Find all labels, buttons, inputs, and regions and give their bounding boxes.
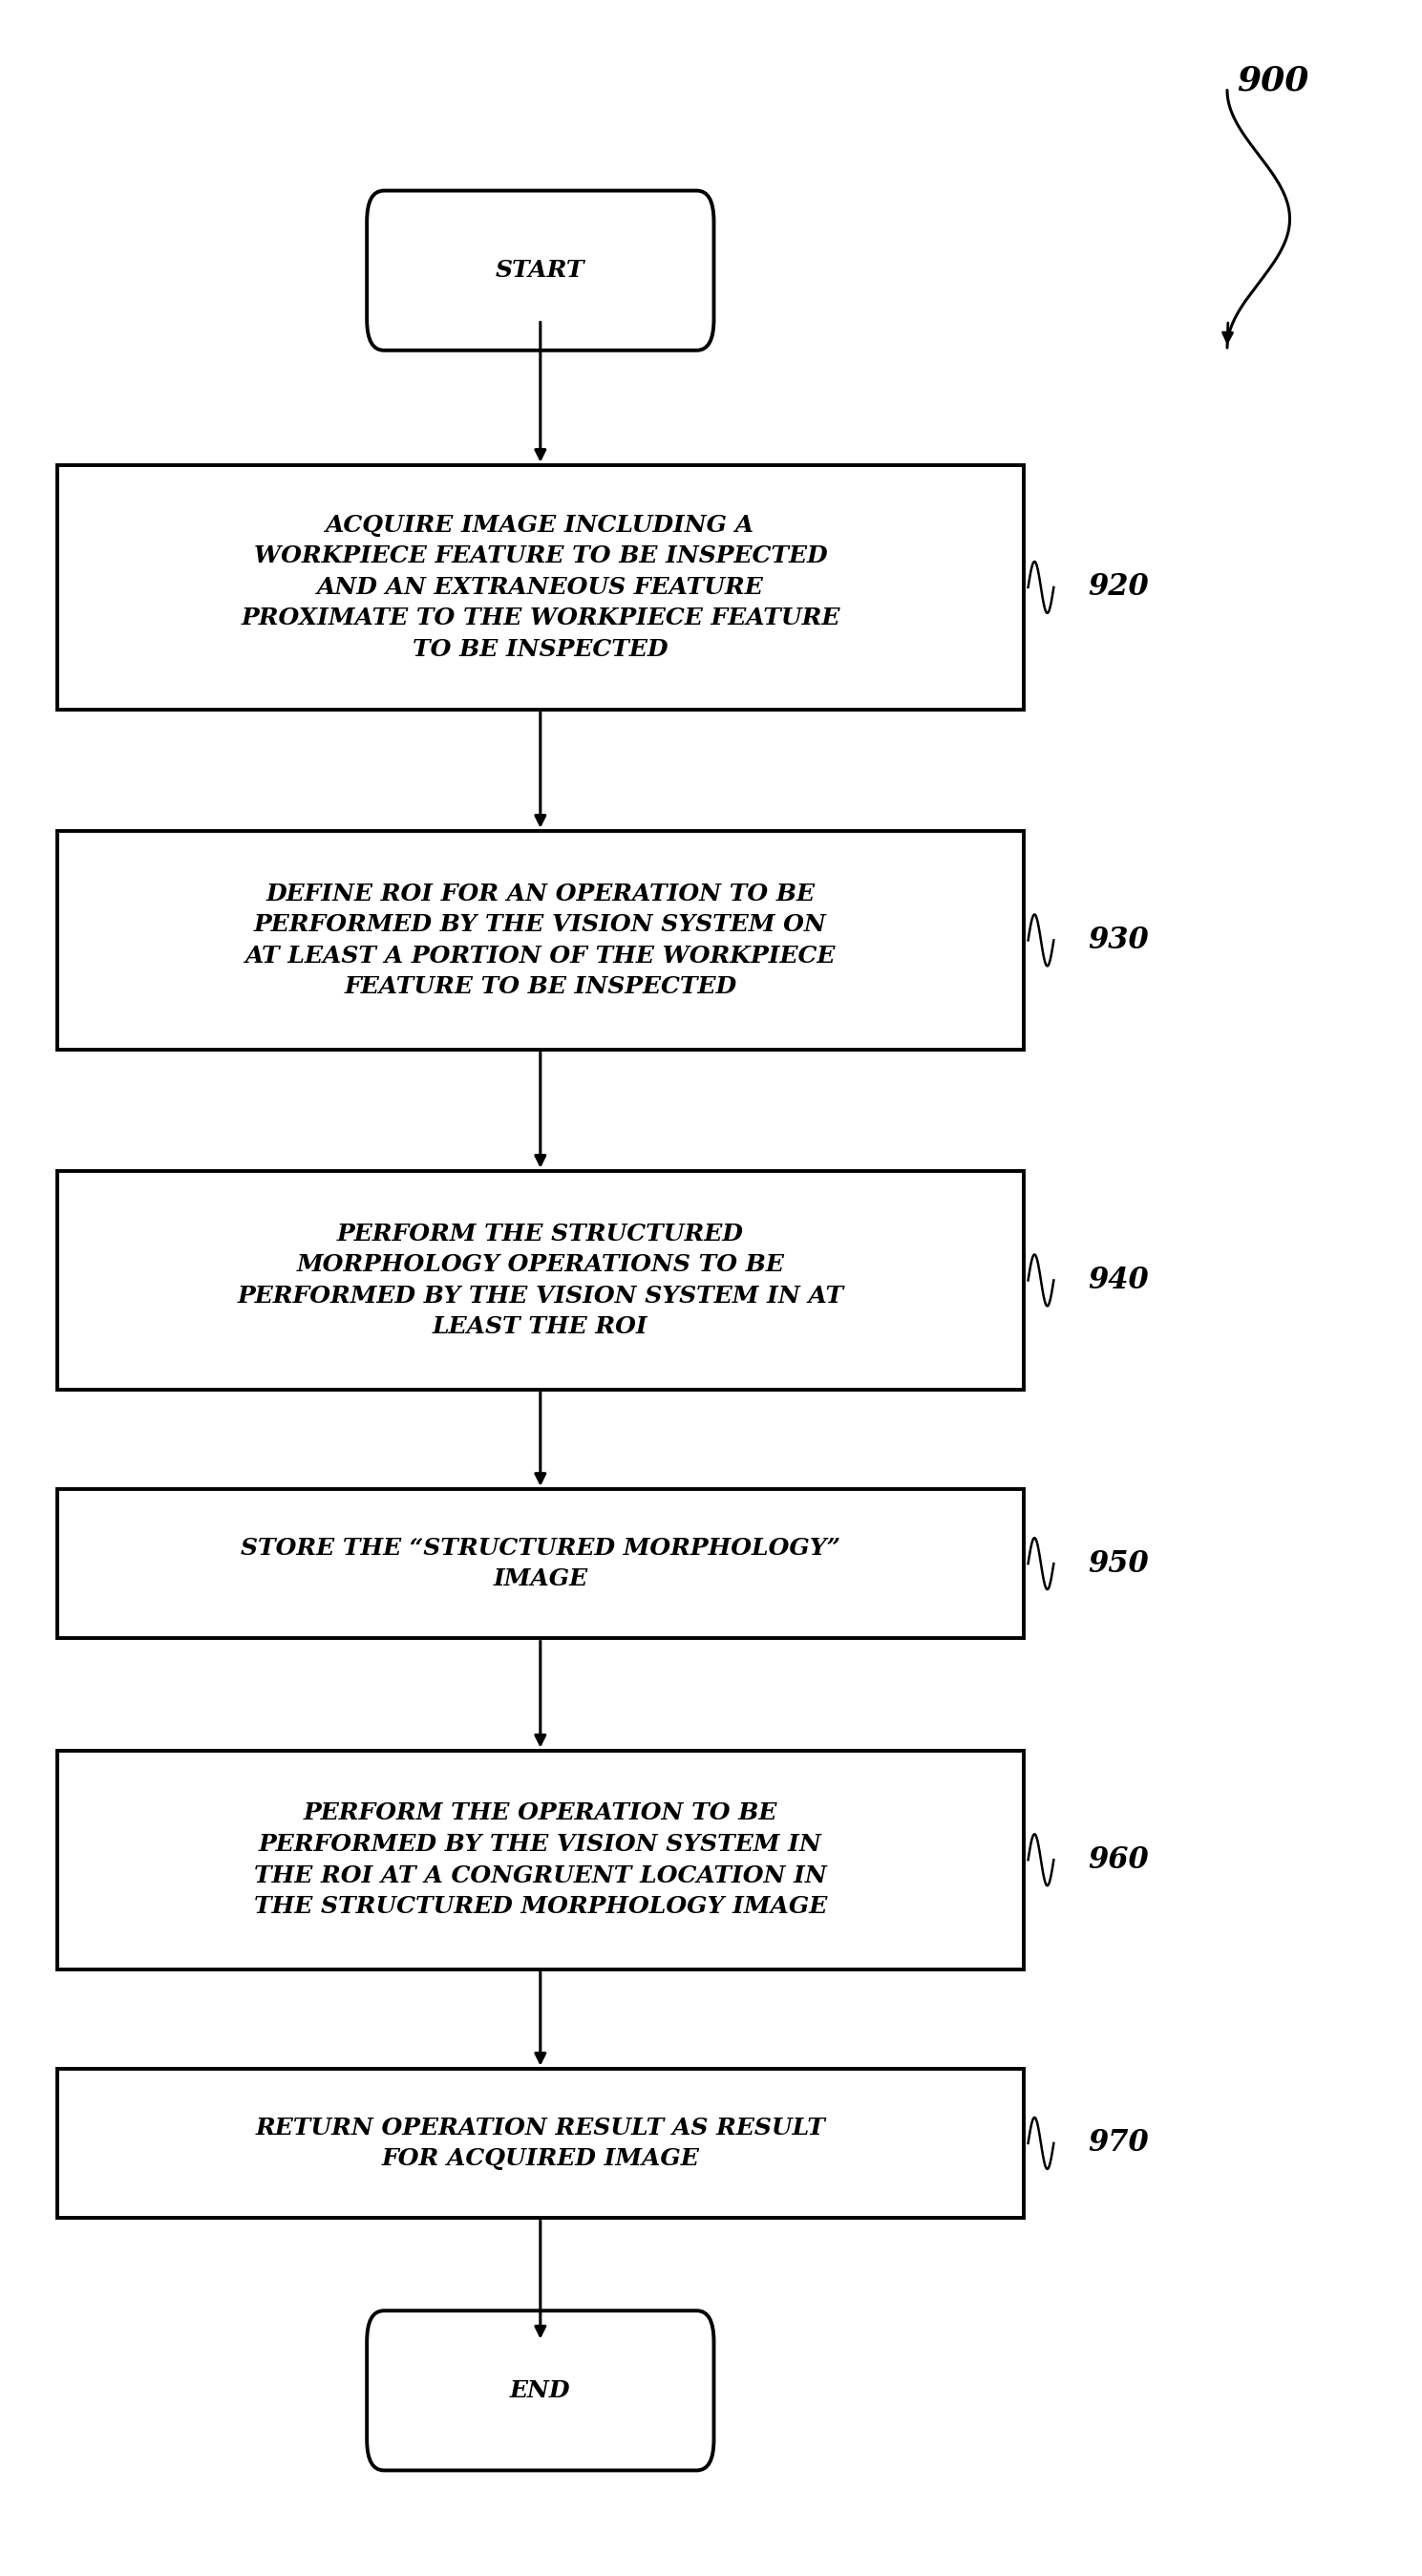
Text: 900: 900 bbox=[1237, 64, 1310, 98]
Text: 950: 950 bbox=[1088, 1548, 1149, 1579]
Bar bbox=[57, 1489, 1024, 1638]
Text: 940: 940 bbox=[1088, 1265, 1149, 1296]
Text: 930: 930 bbox=[1088, 925, 1149, 956]
Bar bbox=[57, 829, 1024, 1051]
Text: DEFINE ROI FOR AN OPERATION TO BE
PERFORMED BY THE VISION SYSTEM ON
AT LEAST A P: DEFINE ROI FOR AN OPERATION TO BE PERFOR… bbox=[245, 881, 836, 999]
Text: PERFORM THE OPERATION TO BE
PERFORMED BY THE VISION SYSTEM IN
THE ROI AT A CONGR: PERFORM THE OPERATION TO BE PERFORMED BY… bbox=[253, 1801, 828, 1919]
Text: 960: 960 bbox=[1088, 1844, 1149, 1875]
Text: RETURN OPERATION RESULT AS RESULT
FOR ACQUIRED IMAGE: RETURN OPERATION RESULT AS RESULT FOR AC… bbox=[256, 2117, 825, 2169]
Text: 970: 970 bbox=[1088, 2128, 1149, 2159]
Text: START: START bbox=[496, 260, 584, 281]
Bar bbox=[57, 466, 1024, 711]
Text: PERFORM THE STRUCTURED
MORPHOLOGY OPERATIONS TO BE
PERFORMED BY THE VISION SYSTE: PERFORM THE STRUCTURED MORPHOLOGY OPERAT… bbox=[237, 1221, 843, 1340]
Text: END: END bbox=[510, 2380, 570, 2401]
FancyBboxPatch shape bbox=[367, 2311, 714, 2470]
Text: 920: 920 bbox=[1088, 572, 1149, 603]
Bar bbox=[57, 2069, 1024, 2218]
Text: ACQUIRE IMAGE INCLUDING A
WORKPIECE FEATURE TO BE INSPECTED
AND AN EXTRANEOUS FE: ACQUIRE IMAGE INCLUDING A WORKPIECE FEAT… bbox=[240, 513, 840, 662]
Bar bbox=[57, 1172, 1024, 1391]
Bar bbox=[57, 1752, 1024, 1968]
Text: STORE THE “STRUCTURED MORPHOLOGY”
IMAGE: STORE THE “STRUCTURED MORPHOLOGY” IMAGE bbox=[240, 1538, 840, 1589]
FancyBboxPatch shape bbox=[367, 191, 714, 350]
